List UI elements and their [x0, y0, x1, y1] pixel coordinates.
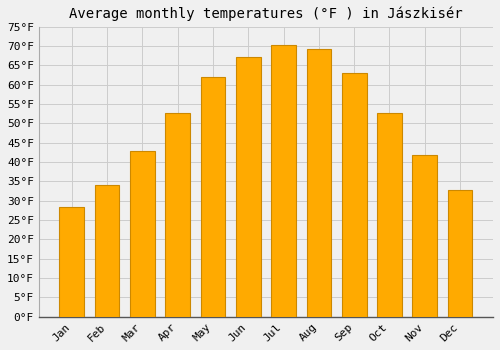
Bar: [448, 190, 472, 317]
Bar: [94, 186, 120, 317]
Bar: [200, 77, 226, 317]
Bar: [342, 73, 366, 317]
Bar: [130, 150, 155, 317]
Bar: [166, 113, 190, 317]
Bar: [60, 207, 84, 317]
Bar: [236, 57, 260, 317]
Bar: [271, 45, 296, 317]
Bar: [306, 49, 331, 317]
Title: Average monthly temperatures (°F ) in Jászkisér: Average monthly temperatures (°F ) in Já…: [69, 7, 462, 21]
Bar: [412, 155, 437, 317]
Bar: [377, 113, 402, 317]
